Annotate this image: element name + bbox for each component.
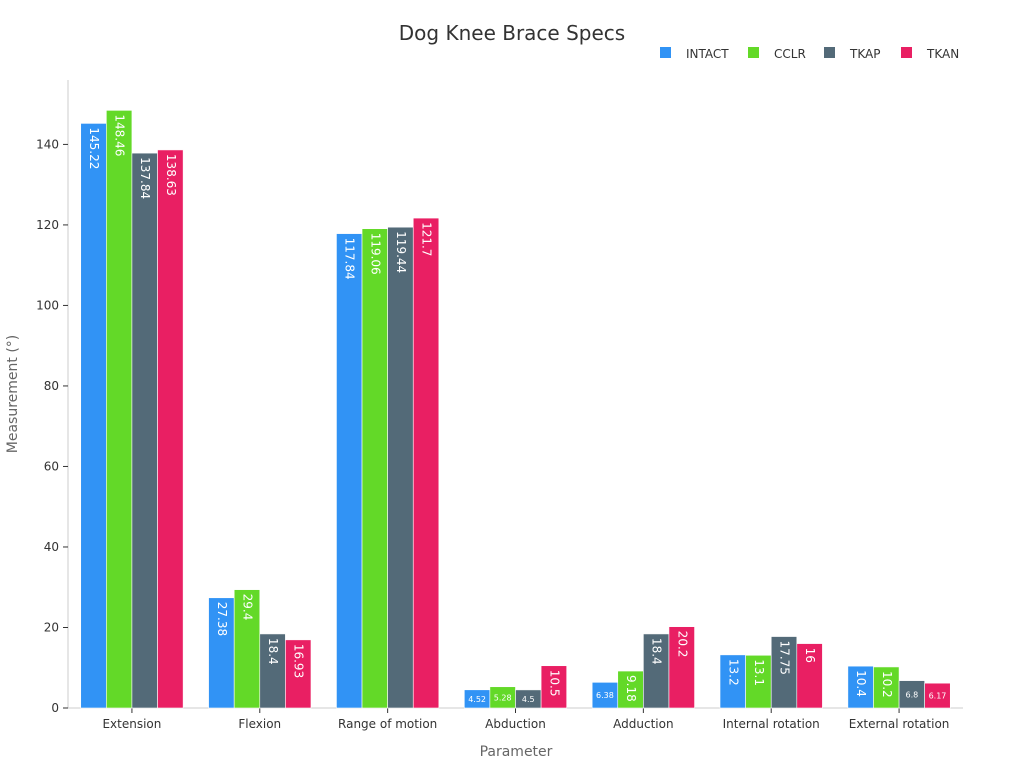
y-tick-label: 120 bbox=[36, 218, 59, 232]
bar-value-label: 4.52 bbox=[468, 695, 486, 704]
bar-value-label: 119.06 bbox=[368, 233, 382, 275]
plot-area: 0 20 40 60 80 100 120 140 Extension Flexion Range… bbox=[36, 80, 963, 731]
bar-value-label: 145.22 bbox=[87, 127, 101, 169]
legend-label: CCLR bbox=[774, 47, 806, 61]
bar bbox=[208, 597, 235, 709]
x-tick-label: Adduction bbox=[613, 717, 673, 731]
bar bbox=[643, 633, 670, 709]
bar-value-label: 17.75 bbox=[778, 641, 792, 675]
x-tick-label: Internal rotation bbox=[723, 717, 820, 731]
bars: 145.22 148.46 137.84 138.63 27.38 29.4 18.4 16.… bbox=[80, 110, 951, 709]
chart-title: Dog Knee Brace Specs bbox=[399, 21, 625, 45]
bar-value-label: 10.5 bbox=[547, 670, 561, 697]
bar bbox=[387, 226, 414, 709]
y-tick-label: 0 bbox=[51, 701, 59, 715]
bar bbox=[745, 654, 772, 709]
y-tick-label: 80 bbox=[44, 379, 59, 393]
y-axis-ticks: 0 20 40 60 80 100 120 140 bbox=[36, 137, 68, 715]
bar bbox=[361, 228, 388, 709]
bar-value-label: 13.2 bbox=[726, 659, 740, 686]
bar bbox=[796, 643, 823, 709]
bar-value-label: 148.46 bbox=[113, 114, 127, 156]
y-tick-label: 140 bbox=[36, 137, 59, 151]
bar-value-label: 5.28 bbox=[494, 693, 512, 702]
bar bbox=[898, 680, 925, 709]
legend-swatch bbox=[824, 47, 835, 58]
bar-value-label: 6.17 bbox=[929, 692, 947, 701]
x-tick-label: Abduction bbox=[485, 717, 546, 731]
bar-value-label: 10.4 bbox=[854, 670, 868, 697]
bar bbox=[80, 123, 107, 709]
bar bbox=[770, 636, 798, 709]
bar-value-label: 16.93 bbox=[292, 644, 306, 678]
bar bbox=[157, 149, 184, 709]
x-axis-label: Parameter bbox=[480, 744, 553, 760]
bar-value-label: 13.1 bbox=[752, 659, 766, 686]
bar-value-label: 137.84 bbox=[138, 157, 152, 199]
y-tick-label: 20 bbox=[44, 620, 59, 634]
bar bbox=[540, 665, 567, 709]
bar-value-label: 119.44 bbox=[394, 231, 408, 273]
y-tick-label: 100 bbox=[36, 298, 59, 312]
bar bbox=[847, 665, 874, 709]
bar-value-label: 27.38 bbox=[215, 602, 229, 636]
legend-swatch bbox=[660, 47, 671, 58]
bar-value-label: 6.38 bbox=[596, 691, 614, 700]
bar bbox=[233, 589, 261, 709]
bar bbox=[924, 682, 951, 709]
bar-value-label: 18.4 bbox=[266, 638, 280, 665]
x-tick-label: External rotation bbox=[849, 717, 950, 731]
bar bbox=[412, 217, 440, 709]
legend-swatch bbox=[748, 47, 759, 58]
x-tick-label: Range of motion bbox=[338, 717, 437, 731]
bar-value-label: 18.4 bbox=[650, 638, 664, 665]
bar-value-label: 138.63 bbox=[164, 154, 178, 196]
y-tick-label: 40 bbox=[44, 540, 59, 554]
bar bbox=[336, 233, 363, 709]
bar bbox=[259, 633, 286, 709]
bar-value-label: 6.8 bbox=[906, 690, 919, 699]
y-axis-label: Measurement (°) bbox=[5, 335, 21, 454]
legend-swatch bbox=[901, 47, 912, 58]
bar-value-label: 10.2 bbox=[880, 671, 894, 698]
bar-value-label: 29.4 bbox=[240, 594, 254, 621]
legend-label: TKAN bbox=[926, 47, 959, 61]
bar-value-label: 117.84 bbox=[343, 238, 357, 280]
legend-label: INTACT bbox=[686, 47, 729, 61]
bar-value-label: 20.2 bbox=[675, 631, 689, 658]
bar-value-label: 121.7 bbox=[420, 222, 434, 256]
x-tick-label: Extension bbox=[102, 717, 161, 731]
bar bbox=[668, 626, 695, 709]
bar bbox=[617, 670, 644, 709]
bar bbox=[131, 152, 158, 709]
x-tick-label: Flexion bbox=[238, 717, 281, 731]
bar bbox=[719, 654, 746, 709]
bar bbox=[285, 639, 312, 709]
y-tick-label: 60 bbox=[44, 459, 59, 473]
legend-label: TKAP bbox=[849, 47, 880, 61]
bar-value-label: 9.18 bbox=[624, 675, 638, 702]
bar bbox=[873, 666, 900, 709]
bar bbox=[106, 110, 133, 709]
bar-value-label: 16 bbox=[803, 648, 817, 663]
legend: INTACT CCLR TKAP TKAN bbox=[660, 47, 959, 61]
bar-value-label: 4.5 bbox=[522, 695, 535, 704]
x-axis-ticks: Extension Flexion Range of motion Abduction… bbox=[102, 708, 949, 731]
bar bbox=[591, 682, 619, 709]
